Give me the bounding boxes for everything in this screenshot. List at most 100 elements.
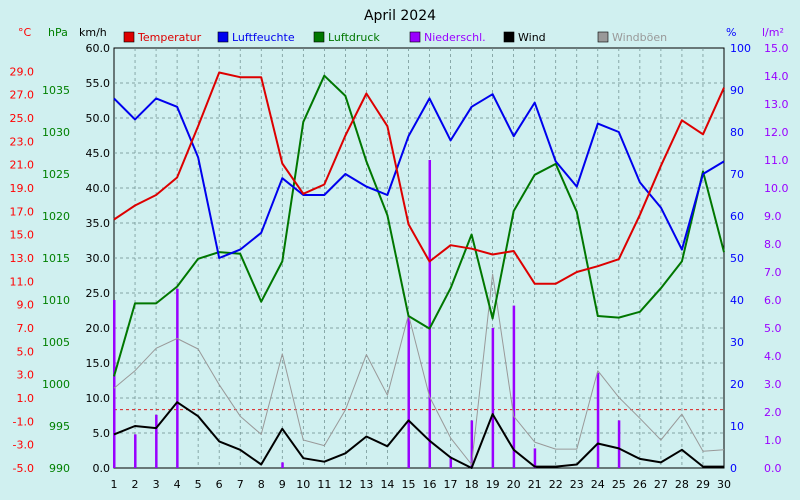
x-tick-label: 16 [423, 478, 437, 491]
x-tick-label: 6 [216, 478, 223, 491]
pressure-tick-label: 1025 [42, 168, 70, 181]
wind-tick-label: 5.0 [93, 427, 111, 440]
temperatur-line [113, 71, 725, 285]
x-tick-label: 21 [528, 478, 542, 491]
legend-label: Luftfeuchte [232, 31, 295, 44]
wind-tick-label: 15.0 [86, 357, 111, 370]
x-tick-label: 24 [591, 478, 605, 491]
temp-tick-label: 3.0 [17, 369, 35, 382]
legend-label: Niederschl. [424, 31, 486, 44]
x-tick-label: 29 [696, 478, 710, 491]
temp-tick-label: 1.0 [17, 392, 35, 405]
humidity-tick-label: 50 [730, 252, 744, 265]
temp-tick-label: 23.0 [10, 135, 35, 148]
humidity-tick-label: 30 [730, 336, 744, 349]
chart-title: April 2024 [364, 8, 436, 24]
wind-tick-label: 40.0 [86, 182, 111, 195]
axis-units: °C hPa km/h% l/m² [18, 26, 784, 39]
x-tick-label: 3 [153, 478, 160, 491]
precip-bar [113, 300, 116, 468]
precip-bar [533, 448, 537, 468]
temp-tick-label: 15.0 [10, 229, 35, 242]
precip-tick-label: 3.0 [764, 378, 782, 391]
humidity-tick-label: 0 [730, 462, 737, 475]
humidity-tick-label: 100 [730, 42, 751, 55]
wind-unit-label: km/h [79, 26, 107, 39]
pressure-tick-label: 1000 [42, 378, 70, 391]
x-tick-label: 17 [444, 478, 458, 491]
humidity-tick-label: 20 [730, 378, 744, 391]
temp-tick-label: 27.0 [10, 89, 35, 102]
temp-tick-label: 19.0 [10, 182, 35, 195]
precip-tick-label: 6.0 [764, 294, 782, 307]
precip-tick-label: 15.0 [764, 42, 789, 55]
x-tick-label: 30 [717, 478, 731, 491]
x-tick-label: 1 [111, 478, 118, 491]
x-tick-label: 28 [675, 478, 689, 491]
precip-unit-label: l/m² [762, 26, 784, 39]
x-tick-label: 14 [380, 478, 394, 491]
wind-tick-label: 35.0 [86, 217, 111, 230]
x-tick-label: 25 [612, 478, 626, 491]
x-tick-label: 12 [338, 478, 352, 491]
precip-tick-label: 7.0 [764, 266, 782, 279]
precip-bar [428, 160, 432, 468]
pressure-tick-label: 1015 [42, 252, 70, 265]
x-tick-label: 5 [195, 478, 202, 491]
legend-label: Luftdruck [328, 31, 380, 44]
legend-label: Windböen [612, 31, 667, 44]
precip-tick-label: 10.0 [764, 182, 789, 195]
temp-unit-label: °C [18, 26, 32, 39]
temp-tick-label: 17.0 [10, 205, 35, 218]
precip-tick-label: 1.0 [764, 434, 782, 447]
wind-tick-label: 0.0 [93, 462, 111, 475]
wind-tick-label: 55.0 [86, 77, 111, 90]
temp-tick-label: 11.0 [10, 275, 35, 288]
x-tick-label: 27 [654, 478, 668, 491]
temp-tick-label: 25.0 [10, 112, 35, 125]
x-tick-label: 26 [633, 478, 647, 491]
precip-tick-label: 4.0 [764, 350, 782, 363]
temp-tick-label: -1.0 [13, 415, 34, 428]
legend-label: Temperatur [137, 31, 202, 44]
x-tick-label: 20 [507, 478, 521, 491]
temp-tick-label: -5.0 [13, 462, 34, 475]
precip-bar [512, 305, 516, 468]
temp-tick-label: -3.0 [13, 439, 34, 452]
wind-line [113, 401, 724, 469]
pressure-tick-label: 1030 [42, 126, 70, 139]
wind-tick-label: 45.0 [86, 147, 111, 160]
pressure-tick-label: 1010 [42, 294, 70, 307]
precip-bar [134, 434, 137, 468]
series-lines [113, 71, 725, 469]
pressure-tick-label: 1035 [42, 84, 70, 97]
wind-tick-label: 30.0 [86, 252, 111, 265]
x-tick-label: 11 [317, 478, 331, 491]
precip-bar [176, 288, 179, 468]
pressure-unit-label: hPa [48, 26, 68, 39]
pressure-tick-label: 1020 [42, 210, 70, 223]
precip-tick-label: 9.0 [764, 210, 782, 223]
x-tick-label: 4 [174, 478, 181, 491]
luftfeuchte-line [113, 93, 725, 259]
humidity-tick-label: 70 [730, 168, 744, 181]
precip-tick-label: 14.0 [764, 70, 789, 83]
legend-swatch [217, 31, 229, 43]
x-tick-label: 15 [401, 478, 415, 491]
humidity-tick-label: 90 [730, 84, 744, 97]
pressure-tick-label: 990 [49, 462, 70, 475]
legend-swatch [123, 31, 135, 43]
x-tick-label: 22 [549, 478, 563, 491]
humidity-tick-label: 60 [730, 210, 744, 223]
wind-tick-label: 25.0 [86, 287, 111, 300]
x-tick-label: 9 [279, 478, 286, 491]
precip-tick-label: 11.0 [764, 154, 789, 167]
temp-tick-label: 9.0 [17, 299, 35, 312]
precip-tick-label: 12.0 [764, 126, 789, 139]
x-tick-label: 10 [296, 478, 310, 491]
precip-bar [596, 372, 600, 468]
precip-tick-label: 8.0 [764, 238, 782, 251]
wind-tick-label: 50.0 [86, 112, 111, 125]
windben-line [113, 273, 725, 465]
